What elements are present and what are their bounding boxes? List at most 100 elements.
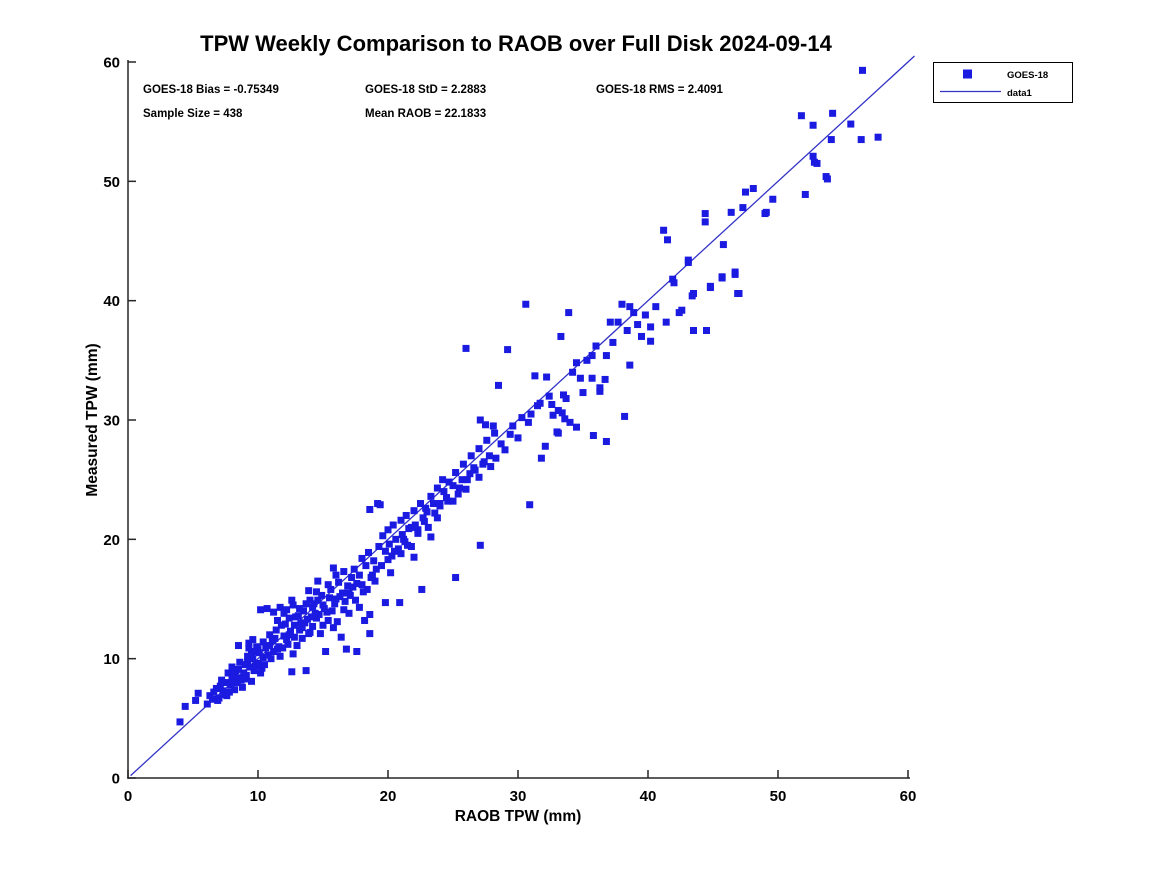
stats-sample-size: Sample Size = 438 — [143, 108, 243, 120]
scatter-point — [293, 642, 301, 650]
scatter-point — [857, 136, 865, 144]
scatter-point — [739, 204, 747, 212]
scatter-point — [361, 616, 369, 624]
scatter-point — [443, 494, 450, 502]
scatter-point — [439, 476, 447, 484]
x-tick-label: 20 — [380, 788, 397, 805]
scatter-point — [280, 632, 288, 640]
legend-label-data1: data1 — [1007, 88, 1033, 99]
scatter-point — [626, 303, 634, 311]
scatter-point — [236, 658, 244, 666]
scatter-point — [452, 574, 460, 582]
scatter-point — [289, 601, 297, 609]
scatter-point — [558, 409, 566, 417]
scatter-point — [328, 607, 336, 615]
scatter-point — [270, 608, 278, 616]
scatter-point — [216, 682, 224, 690]
scatter-point — [433, 514, 441, 522]
scatter-point — [524, 418, 532, 426]
scatter-point — [436, 500, 444, 508]
scatter-point — [181, 702, 189, 710]
scatter-point — [462, 485, 470, 493]
scatter-point — [319, 621, 327, 629]
scatter-point — [366, 611, 374, 619]
scatter-point — [414, 529, 422, 537]
scatter-point — [573, 359, 580, 367]
plot-area: 0 10 20 30 40 50 60 0 10 20 30 40 50 60 — [103, 55, 916, 806]
scatter-point — [209, 695, 216, 703]
scatter-point — [254, 659, 262, 667]
scatter-point — [684, 256, 692, 264]
scatter-point — [569, 368, 577, 376]
scatter-point — [238, 683, 246, 691]
scatter-point — [398, 531, 406, 539]
scatter-point — [518, 414, 526, 422]
scatter-point — [332, 571, 340, 579]
scatter-point — [397, 550, 405, 558]
scatter-point — [459, 460, 467, 468]
scatter-point — [480, 458, 488, 466]
scatter-point — [333, 618, 341, 626]
scatter-point — [433, 484, 441, 492]
scatter-point — [537, 454, 545, 462]
scatter-point — [407, 523, 415, 531]
scatter-point — [541, 442, 549, 450]
scatter-point — [440, 488, 448, 496]
scatter-point — [340, 568, 348, 576]
scatter-point — [407, 542, 415, 550]
scatter-point — [401, 538, 409, 546]
scatter-point — [318, 591, 326, 599]
scatter-point — [596, 384, 604, 392]
scatter-point — [311, 609, 319, 617]
scatter-point — [341, 597, 349, 605]
scatter-point — [690, 327, 697, 334]
y-tick-label: 20 — [103, 532, 120, 549]
scatter-point — [554, 406, 562, 414]
scatter-point — [497, 440, 505, 448]
scatter-point — [362, 562, 370, 570]
scatter-point — [504, 346, 512, 354]
scatter-point — [557, 332, 565, 340]
scatter-point — [618, 300, 626, 308]
scatter-point — [306, 628, 314, 636]
scatter-point — [272, 626, 280, 634]
scatter-point — [554, 429, 562, 437]
scatter-point — [670, 279, 678, 287]
scatter-point — [769, 195, 777, 203]
scatter-point — [391, 547, 398, 555]
scatter-point — [827, 136, 835, 144]
scatter-point — [445, 478, 453, 486]
scatter-point — [210, 688, 218, 696]
scatter-point — [365, 548, 372, 556]
scatter-point — [531, 372, 539, 380]
scatter-point — [381, 547, 389, 555]
scatter-point — [353, 648, 361, 656]
scatter-point — [859, 66, 866, 74]
scatter-point — [614, 318, 622, 326]
stats-mean-raob: Mean RAOB = 22.1833 — [365, 108, 486, 120]
scatter-point — [245, 644, 253, 652]
scatter-point — [261, 661, 268, 669]
scatter-point — [335, 578, 343, 586]
scatter-point — [397, 516, 405, 524]
scatter-point — [847, 120, 855, 128]
legend-box — [933, 62, 1073, 103]
scatter-point — [281, 620, 289, 628]
scatter-point — [233, 679, 241, 687]
scatter-point — [813, 159, 821, 167]
scatter-point — [501, 446, 509, 454]
scatter-point — [270, 648, 278, 656]
scatter-point — [194, 689, 202, 697]
y-tick-label: 10 — [103, 651, 120, 668]
scatter-point — [296, 605, 304, 613]
scatter-point — [215, 694, 223, 702]
scatter-point — [492, 454, 500, 462]
scatter-point — [258, 664, 266, 672]
scatter-point — [522, 300, 530, 308]
scatter-point — [288, 668, 296, 676]
scatter-point — [276, 603, 284, 611]
scatter-point — [411, 521, 419, 529]
scatter-point — [418, 585, 426, 593]
scatter-point — [602, 437, 610, 445]
legend: GOES-18 data1 — [933, 62, 1073, 103]
